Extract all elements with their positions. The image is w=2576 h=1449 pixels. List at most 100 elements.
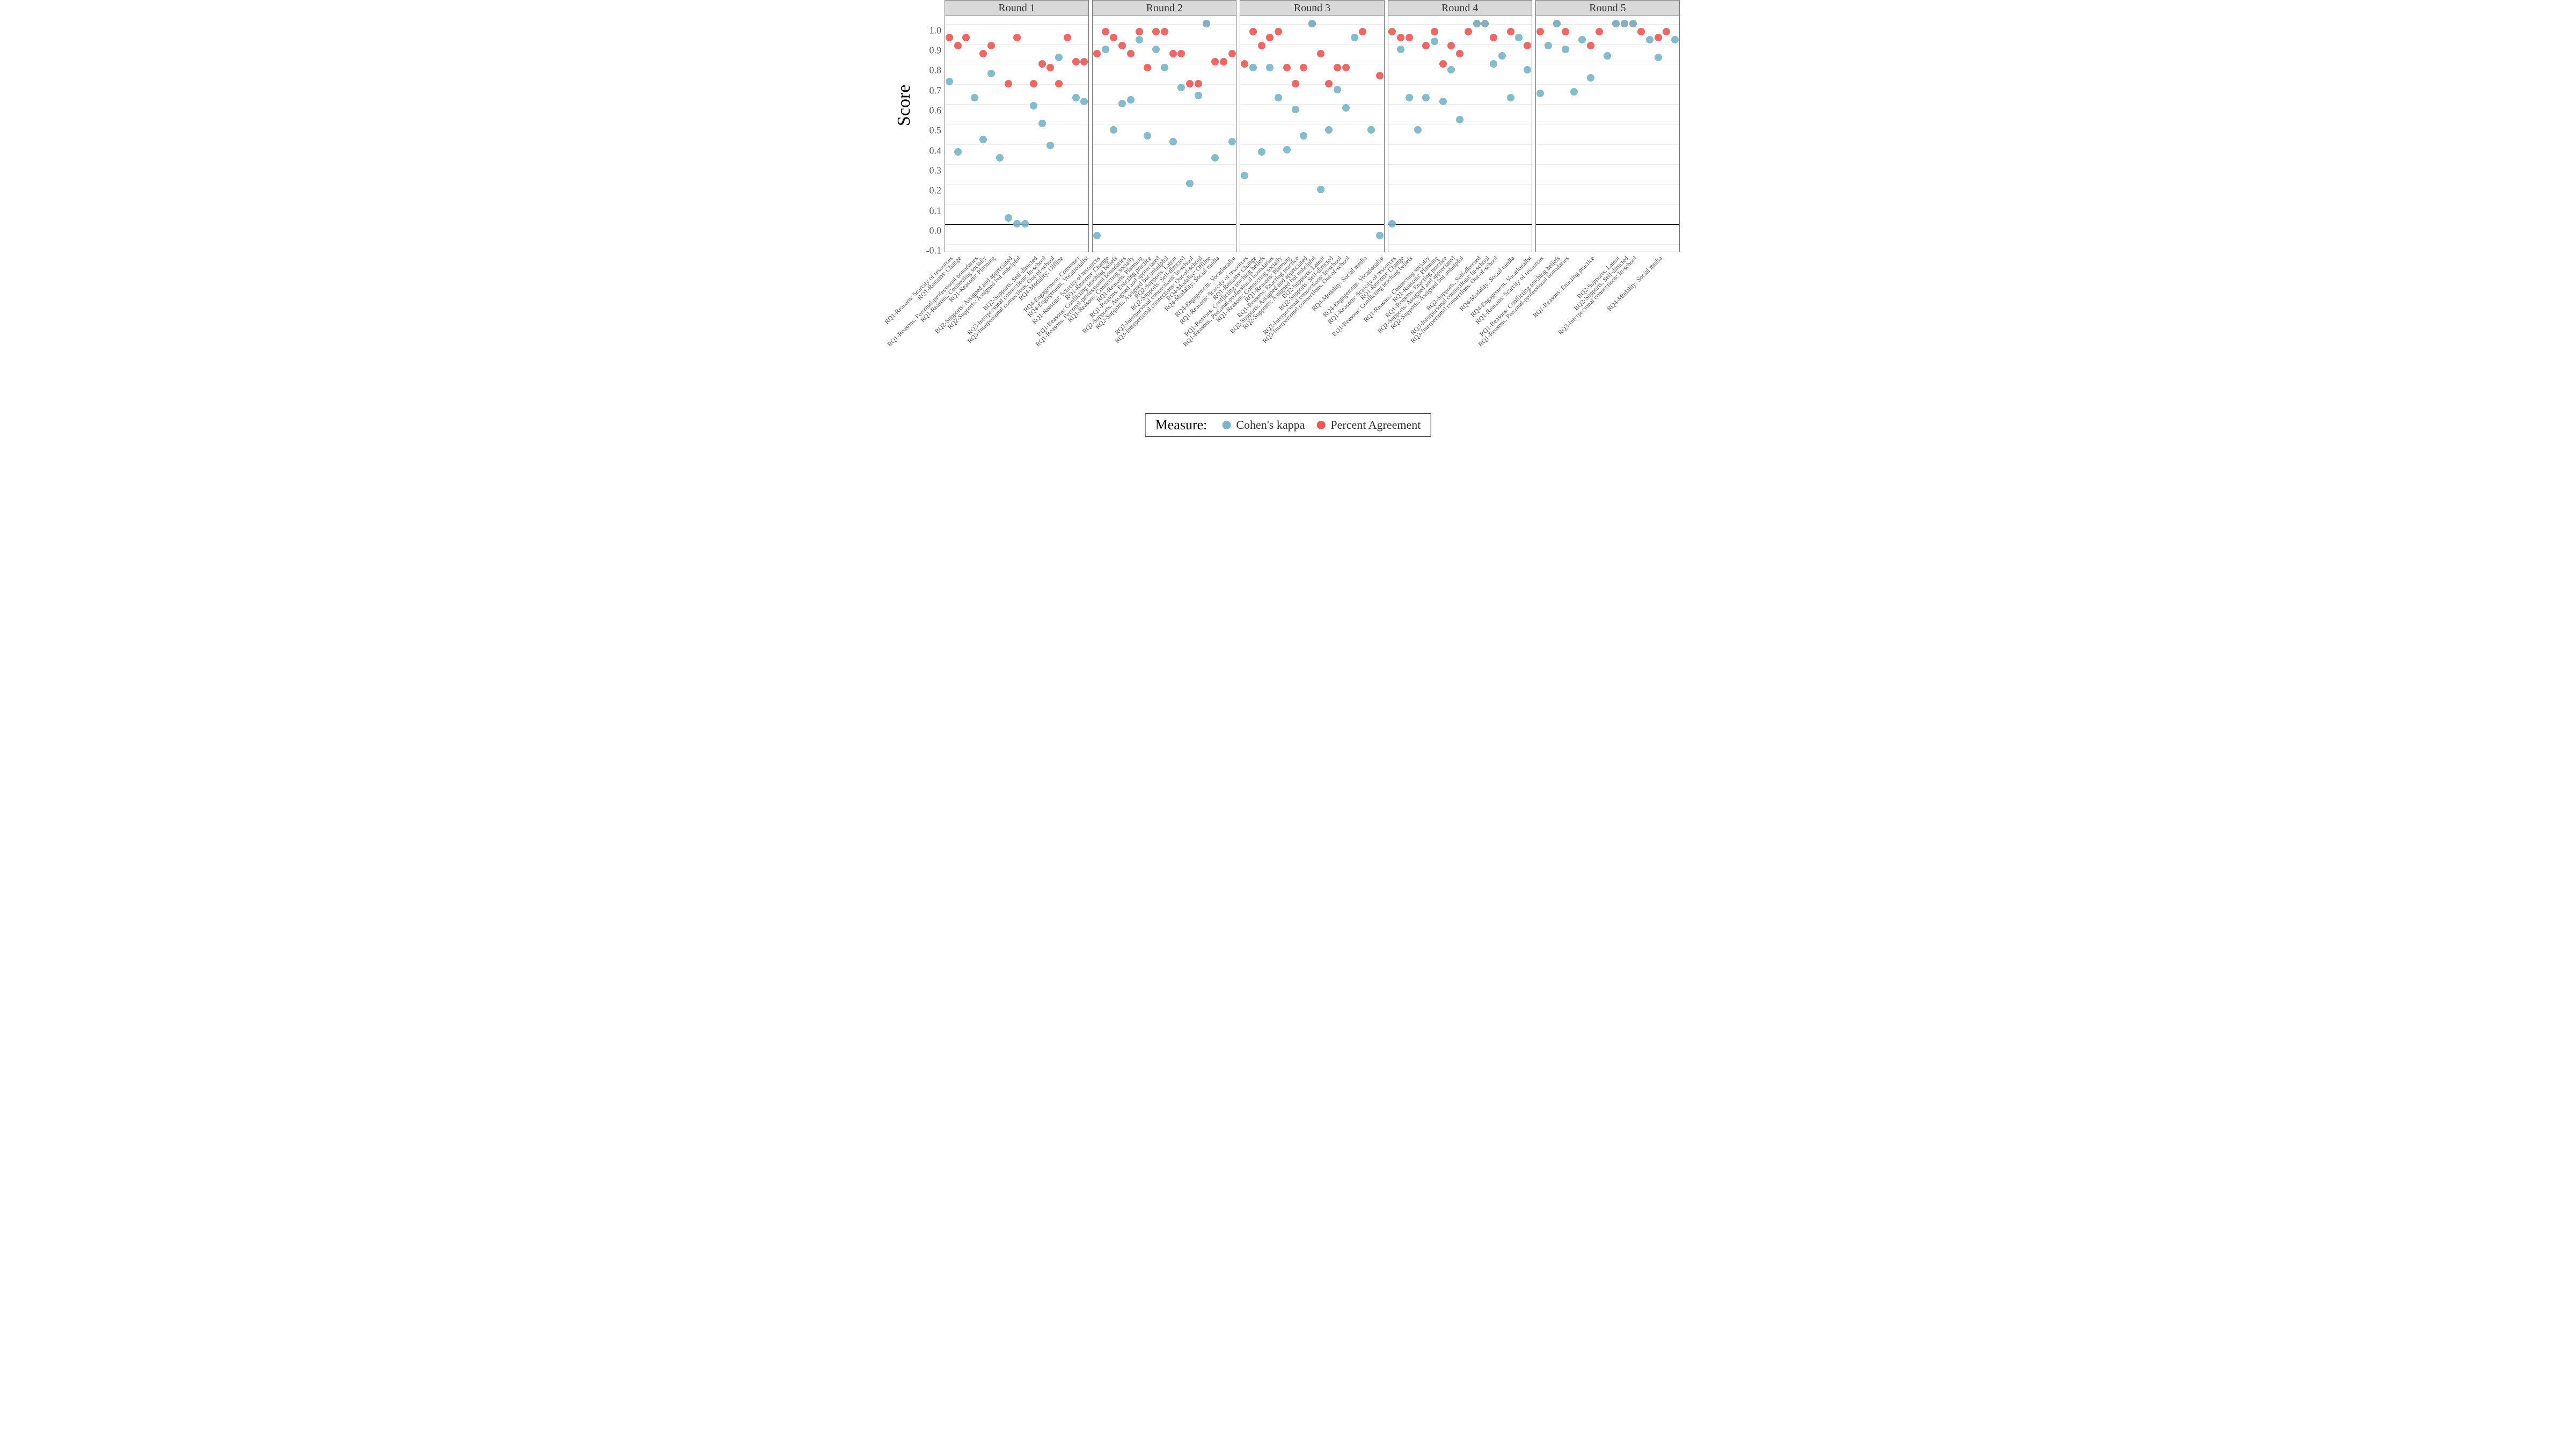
y-tick: 0.4	[916, 145, 941, 156]
point-kappa	[1646, 36, 1653, 43]
point-kappa	[1388, 220, 1396, 228]
point-agree	[1144, 64, 1151, 71]
point-kappa	[1110, 126, 1117, 134]
point-agree	[1524, 42, 1531, 49]
point-agree	[1596, 28, 1603, 35]
legend-swatch-agree	[1316, 421, 1325, 429]
point-kappa	[1317, 186, 1324, 193]
point-agree	[1439, 60, 1447, 68]
point-agree	[1038, 60, 1046, 68]
point-agree	[1422, 42, 1430, 49]
point-agree	[1447, 42, 1455, 49]
point-kappa	[1249, 64, 1257, 71]
facet-panel: Round 2RQ1-Reasons: Scarcity of resource…	[1092, 0, 1236, 408]
point-kappa	[1021, 220, 1029, 228]
point-agree	[1241, 60, 1248, 68]
point-kappa	[1655, 54, 1662, 61]
point-agree	[1195, 80, 1202, 87]
point-kappa	[1376, 232, 1384, 239]
point-kappa	[1351, 34, 1358, 41]
point-kappa	[1587, 74, 1594, 82]
point-kappa	[1228, 138, 1236, 145]
point-kappa	[1481, 20, 1489, 27]
point-agree	[1292, 80, 1299, 87]
y-axis-title: Score	[894, 85, 914, 126]
point-agree	[1376, 72, 1384, 79]
y-tick: 0.3	[916, 165, 941, 176]
point-kappa	[1300, 132, 1307, 140]
point-kappa	[1266, 64, 1274, 71]
y-tick: 1.0	[916, 25, 941, 36]
point-agree	[1110, 34, 1117, 41]
legend: Measure: Cohen's kappa Percent Agreement	[1145, 413, 1431, 437]
point-agree	[1161, 28, 1168, 35]
point-kappa	[1118, 100, 1126, 107]
point-agree	[1283, 64, 1291, 71]
point-agree	[1342, 64, 1350, 71]
point-kappa	[1241, 172, 1248, 179]
x-axis-ticks: RQ1-Reasons: Scarcity of resourcesRQ1-Re…	[1535, 252, 1680, 408]
point-agree	[1013, 34, 1021, 41]
point-agree	[962, 34, 970, 41]
facet-title: Round 2	[1092, 0, 1236, 16]
point-agree	[1072, 58, 1080, 65]
point-kappa	[1515, 34, 1523, 41]
point-agree	[1249, 28, 1257, 35]
point-kappa	[954, 148, 962, 156]
legend-label-kappa: Cohen's kappa	[1236, 418, 1305, 432]
point-agree	[1064, 34, 1071, 41]
chart-container: Score -0.10.00.10.20.30.40.50.60.70.80.9…	[891, 0, 1685, 440]
point-kappa	[1545, 42, 1552, 49]
y-tick: 0.9	[916, 45, 941, 56]
facet-title: Round 4	[1388, 0, 1532, 16]
point-kappa	[1431, 38, 1438, 45]
point-agree	[1562, 28, 1569, 35]
facet-panel: Round 5RQ1-Reasons: Scarcity of resource…	[1535, 0, 1680, 408]
plot-area	[1535, 16, 1680, 252]
point-kappa	[1621, 20, 1628, 27]
point-kappa	[1093, 232, 1101, 239]
point-agree	[1169, 50, 1177, 57]
point-agree	[1325, 80, 1333, 87]
point-kappa	[1629, 20, 1637, 27]
point-agree	[1655, 34, 1662, 41]
point-kappa	[1005, 214, 1012, 222]
point-agree	[1397, 34, 1404, 41]
point-agree	[954, 42, 962, 49]
point-kappa	[1013, 220, 1021, 228]
point-kappa	[1038, 120, 1046, 127]
point-kappa	[1367, 126, 1375, 134]
point-agree	[987, 42, 995, 49]
point-kappa	[1046, 142, 1054, 149]
point-kappa	[1498, 52, 1506, 60]
x-axis-ticks: RQ1-Reasons: Scarcity of resourcesRQ1-Re…	[945, 252, 1089, 408]
facet-title: Round 3	[1240, 0, 1384, 16]
point-kappa	[996, 154, 1004, 162]
point-agree	[1118, 42, 1126, 49]
point-agree	[1507, 28, 1514, 35]
facet-panel: Round 1RQ1-Reasons: Scarcity of resource…	[945, 0, 1089, 408]
legend-item-agree: Percent Agreement	[1316, 418, 1421, 432]
plot-area	[1240, 16, 1384, 252]
point-kappa	[1570, 88, 1578, 96]
point-kappa	[1136, 36, 1143, 43]
point-kappa	[1536, 90, 1544, 97]
point-agree	[1030, 80, 1037, 87]
legend-title: Measure:	[1155, 417, 1208, 433]
point-kappa	[1258, 148, 1265, 156]
point-agree	[1359, 28, 1366, 35]
point-kappa	[1671, 36, 1679, 43]
point-kappa	[1203, 20, 1210, 27]
point-agree	[1266, 34, 1274, 41]
point-agree	[1406, 34, 1413, 41]
y-tick: 0.2	[916, 185, 941, 196]
point-agree	[1080, 58, 1088, 65]
point-kappa	[1604, 52, 1611, 60]
x-axis-ticks: RQ1-Reasons: Scarcity of resourcesRQ1-Re…	[1388, 252, 1532, 408]
plot-area	[1388, 16, 1532, 252]
facet-panel: Round 3RQ1-Reasons: Scarcity of resource…	[1240, 0, 1384, 408]
point-kappa	[1553, 20, 1561, 27]
y-tick: 0.8	[916, 65, 941, 76]
point-kappa	[1490, 60, 1497, 68]
facet-row: Round 1RQ1-Reasons: Scarcity of resource…	[945, 0, 1680, 408]
